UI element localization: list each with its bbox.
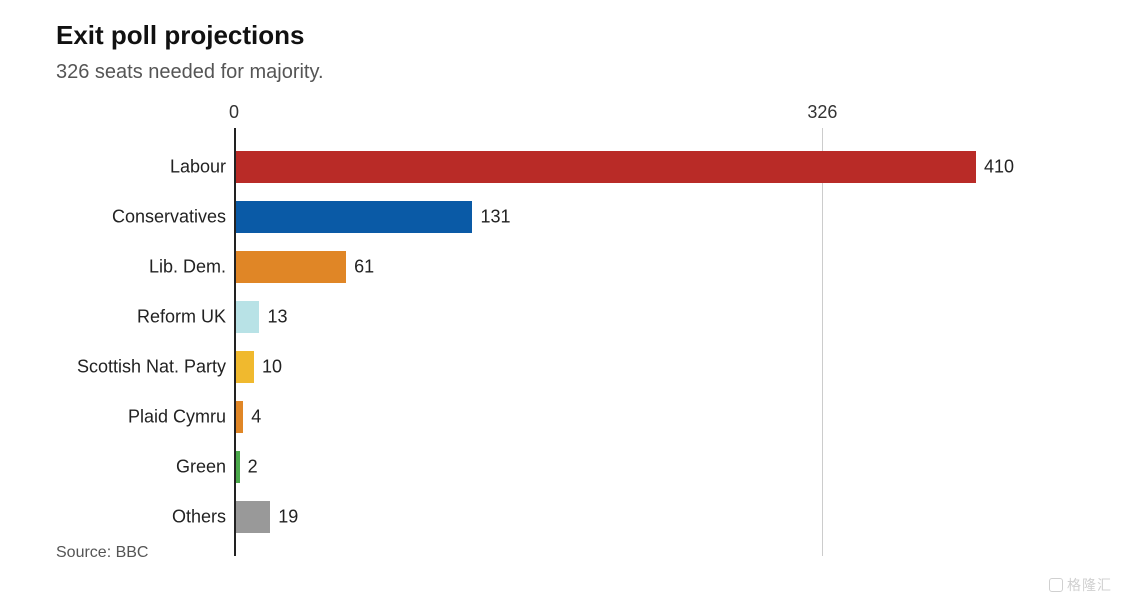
watermark: 格隆汇 (1049, 575, 1112, 595)
bar (236, 151, 976, 183)
category-label: Plaid Cymru (56, 407, 226, 428)
value-label: 13 (267, 307, 287, 328)
x-tick-label: 0 (229, 102, 239, 123)
value-label: 410 (984, 157, 1014, 178)
bar (236, 201, 472, 233)
watermark-text: 格隆汇 (1067, 577, 1112, 593)
source-text: Source: BBC (56, 544, 1066, 562)
bar-chart: 0326 Labour410Conservatives131Lib. Dem.6… (56, 102, 1066, 532)
bar (236, 451, 240, 483)
value-label: 131 (480, 207, 510, 228)
chart-subtitle: 326 seats needed for majority. (56, 61, 1066, 84)
bar (236, 501, 270, 533)
value-label: 4 (251, 407, 261, 428)
x-tick-label: 326 (807, 102, 837, 123)
bar-row: Labour 410 (56, 142, 1066, 192)
bar-row: Others 19 (56, 492, 1066, 542)
category-label: Scottish Nat. Party (56, 357, 226, 378)
bar-row: Reform UK 13 (56, 292, 1066, 342)
bar-row: Plaid Cymru 4 (56, 392, 1066, 442)
chart-container: Exit poll projections 326 seats needed f… (0, 0, 1122, 601)
value-label: 61 (354, 257, 374, 278)
bar (236, 251, 346, 283)
bar (236, 351, 254, 383)
bar-row: Green 2 (56, 442, 1066, 492)
bar (236, 401, 243, 433)
bars-area: Labour410Conservatives131Lib. Dem.61Refo… (56, 142, 1066, 542)
category-label: Conservatives (56, 207, 226, 228)
watermark-icon (1049, 578, 1063, 592)
bar-row: Lib. Dem. 61 (56, 242, 1066, 292)
value-label: 19 (278, 507, 298, 528)
category-label: Others (56, 507, 226, 528)
bar-row: Scottish Nat. Party 10 (56, 342, 1066, 392)
bar-row: Conservatives 131 (56, 192, 1066, 242)
category-label: Green (56, 457, 226, 478)
category-label: Labour (56, 157, 226, 178)
bar (236, 301, 259, 333)
value-label: 2 (248, 457, 258, 478)
chart-title: Exit poll projections (56, 20, 1066, 51)
category-label: Reform UK (56, 307, 226, 328)
value-label: 10 (262, 357, 282, 378)
category-label: Lib. Dem. (56, 257, 226, 278)
